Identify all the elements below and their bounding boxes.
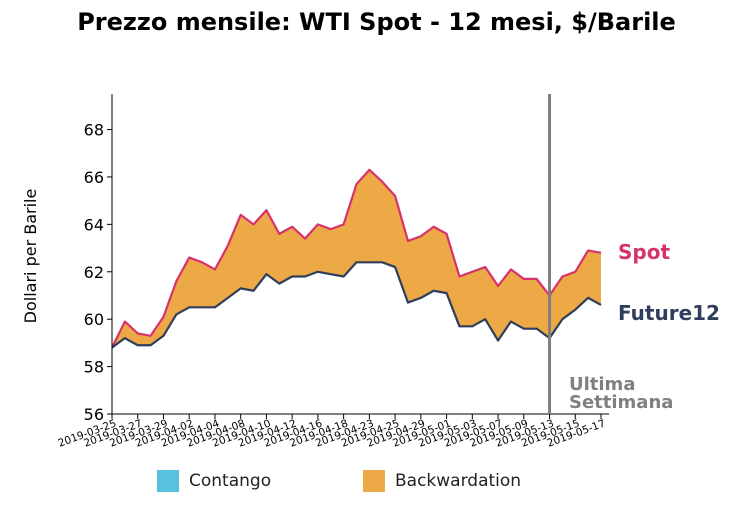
y-tick-label: 64 xyxy=(84,215,104,234)
y-tick-label: 68 xyxy=(84,121,104,140)
y-tick-label: 58 xyxy=(84,358,104,377)
y-tick-label: 62 xyxy=(84,263,104,282)
spot-series-label: Spot xyxy=(618,240,670,264)
y-tick-label: 56 xyxy=(84,405,104,424)
y-tick-label: 60 xyxy=(84,310,104,329)
y-tick-label: 66 xyxy=(84,168,104,187)
band-fill-layer xyxy=(112,169,601,348)
future12-series-label: Future12 xyxy=(618,301,720,325)
spot-line xyxy=(111,168,602,349)
legend-label-contango: Contango xyxy=(189,471,272,491)
future12-line xyxy=(111,261,602,349)
y-axis-label: Dollari per Barile xyxy=(21,189,40,324)
backwardation-swatch xyxy=(363,470,385,492)
backwardation-band xyxy=(112,169,601,348)
contango-swatch xyxy=(157,470,179,492)
marker-label-line2: Settimana xyxy=(569,392,673,413)
series-line-layer xyxy=(111,168,602,349)
legend-label-backwardation: Backwardation xyxy=(395,471,522,491)
chart-title: Prezzo mensile: WTI Spot - 12 mesi, $/Ba… xyxy=(77,8,676,36)
marker-label-line1: Ultima xyxy=(569,374,635,395)
legend-item-backwardation: Backwardation xyxy=(363,470,521,492)
legend-item-contango: Contango xyxy=(157,470,271,492)
